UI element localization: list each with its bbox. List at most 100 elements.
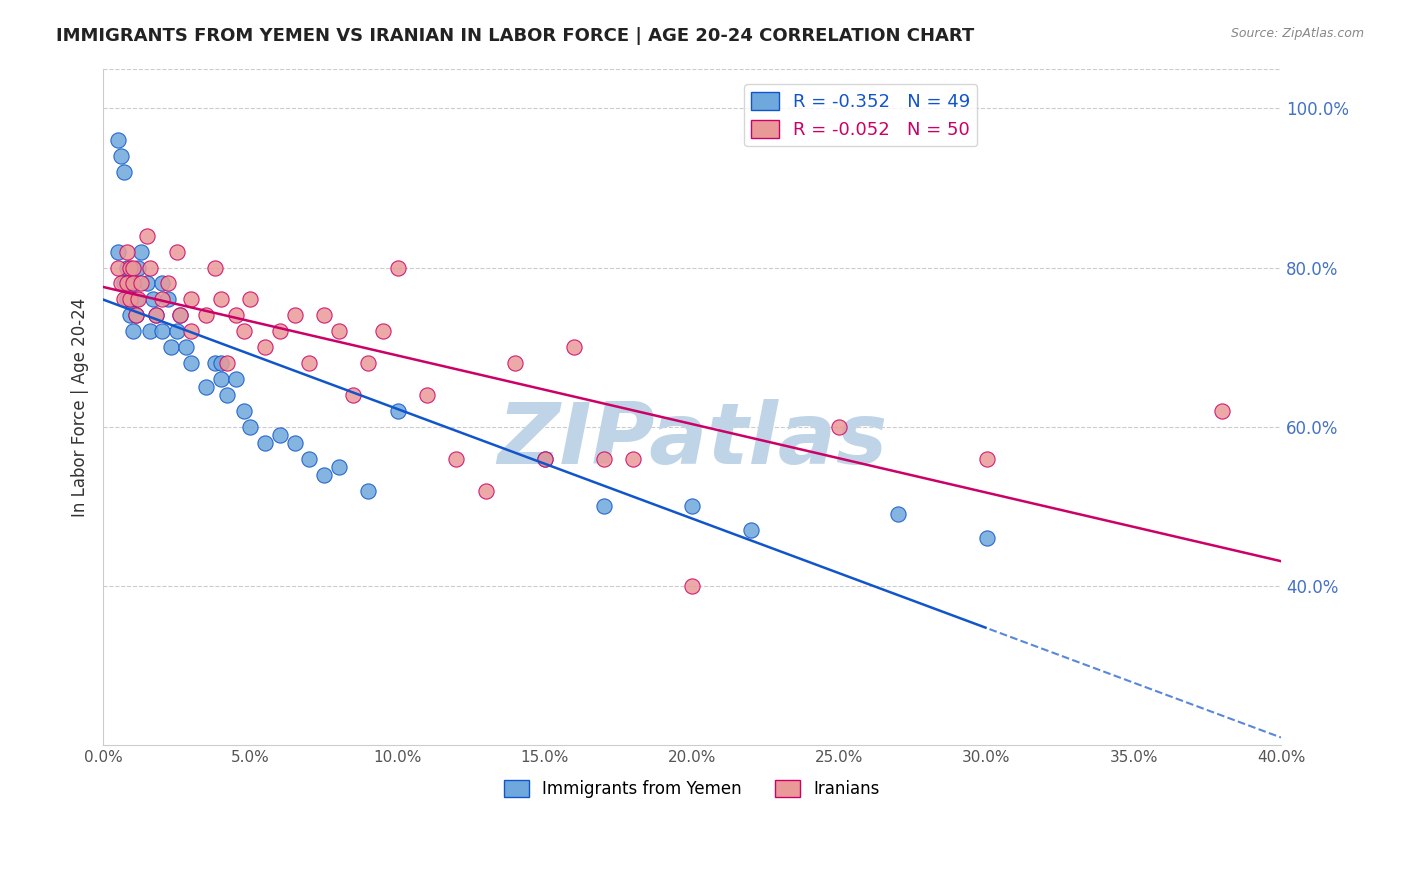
Point [254, 340, 277, 354]
Point [145, 309, 167, 323]
Text: ZIPatlas: ZIPatlas [496, 400, 887, 483]
Point [298, 356, 321, 370]
Y-axis label: In Labor Force | Age 20-24: In Labor Force | Age 20-24 [72, 297, 89, 516]
Point [121, 293, 143, 307]
Point [446, 451, 468, 466]
Point [112, 277, 135, 291]
Point [225, 309, 247, 323]
Point [115, 260, 138, 275]
Point [107, 133, 129, 147]
Point [112, 293, 135, 307]
Point [169, 309, 191, 323]
Point [174, 340, 197, 354]
Point [209, 372, 232, 386]
Point [505, 356, 527, 370]
Point [342, 388, 364, 402]
Point [328, 459, 350, 474]
Point [110, 277, 132, 291]
Point [195, 380, 218, 394]
Point [127, 293, 149, 307]
Point [239, 293, 262, 307]
Legend: Immigrants from Yemen, Iranians: Immigrants from Yemen, Iranians [498, 773, 887, 805]
Point [283, 435, 305, 450]
Point [118, 309, 141, 323]
Point [312, 309, 335, 323]
Point [136, 277, 159, 291]
Point [828, 419, 851, 434]
Point [283, 309, 305, 323]
Point [416, 388, 439, 402]
Point [592, 500, 614, 514]
Point [592, 451, 614, 466]
Point [156, 277, 179, 291]
Point [112, 165, 135, 179]
Text: IMMIGRANTS FROM YEMEN VS IRANIAN IN LABOR FORCE | AGE 20-24 CORRELATION CHART: IMMIGRANTS FROM YEMEN VS IRANIAN IN LABO… [56, 27, 974, 45]
Point [269, 427, 291, 442]
Point [136, 228, 159, 243]
Point [110, 149, 132, 163]
Point [156, 293, 179, 307]
Point [269, 324, 291, 338]
Point [160, 340, 183, 354]
Point [562, 340, 585, 354]
Point [298, 451, 321, 466]
Point [225, 372, 247, 386]
Point [357, 483, 380, 498]
Point [131, 277, 153, 291]
Point [139, 324, 162, 338]
Point [121, 324, 143, 338]
Point [118, 293, 141, 307]
Point [118, 260, 141, 275]
Point [215, 356, 238, 370]
Point [115, 277, 138, 291]
Point [209, 293, 232, 307]
Point [166, 324, 188, 338]
Point [115, 244, 138, 259]
Point [124, 309, 146, 323]
Point [533, 451, 555, 466]
Point [169, 309, 191, 323]
Point [150, 277, 173, 291]
Point [124, 309, 146, 323]
Point [621, 451, 644, 466]
Point [1211, 404, 1233, 418]
Point [195, 309, 218, 323]
Point [371, 324, 394, 338]
Point [215, 388, 238, 402]
Point [115, 293, 138, 307]
Point [180, 293, 202, 307]
Point [142, 293, 165, 307]
Point [180, 356, 202, 370]
Point [145, 309, 167, 323]
Point [166, 244, 188, 259]
Point [204, 260, 226, 275]
Point [131, 244, 153, 259]
Point [150, 324, 173, 338]
Point [107, 260, 129, 275]
Point [254, 435, 277, 450]
Point [887, 508, 910, 522]
Point [387, 404, 409, 418]
Point [740, 524, 762, 538]
Point [475, 483, 498, 498]
Point [107, 244, 129, 259]
Point [121, 277, 143, 291]
Point [239, 419, 262, 434]
Point [357, 356, 380, 370]
Point [533, 451, 555, 466]
Point [139, 260, 162, 275]
Point [312, 467, 335, 482]
Point [976, 531, 998, 545]
Point [233, 324, 256, 338]
Point [180, 324, 202, 338]
Point [681, 500, 703, 514]
Point [124, 293, 146, 307]
Point [127, 260, 149, 275]
Point [209, 356, 232, 370]
Point [118, 277, 141, 291]
Point [204, 356, 226, 370]
Point [976, 451, 998, 466]
Point [121, 260, 143, 275]
Point [387, 260, 409, 275]
Text: Source: ZipAtlas.com: Source: ZipAtlas.com [1230, 27, 1364, 40]
